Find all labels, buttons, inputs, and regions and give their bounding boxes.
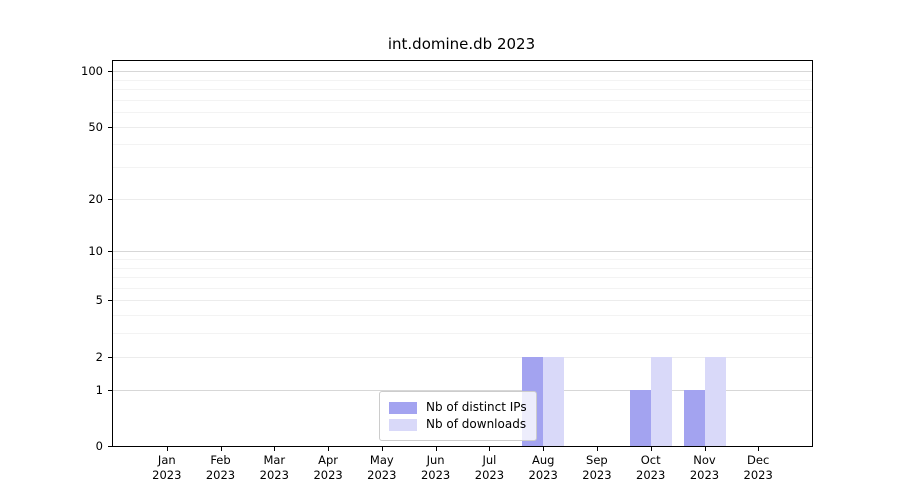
x-axis-tick-label: Oct 2023 (636, 453, 666, 482)
y-axis-tick-label: 100 (81, 64, 103, 78)
y-axis-tick (108, 356, 112, 358)
chart-title: int.domine.db 2023 (387, 35, 536, 53)
y-axis-tick (108, 446, 112, 447)
bar-distinct-ips (629, 389, 651, 446)
gridline-major (113, 251, 812, 253)
axis-ticks-layer: 0 1 2 5 10 20 50 100 Jan 2023 Feb 2023 Mar 2023 Apr 202… (81, 61, 812, 482)
gridline-minor (113, 333, 812, 335)
y-axis-tick-label: 50 (88, 119, 103, 134)
y-axis-tick (108, 300, 112, 302)
x-axis-tick-label: Jun 2023 (420, 453, 451, 482)
x-axis-tick-label: Feb 2023 (205, 453, 236, 482)
y-axis-tick-label: 5 (95, 293, 103, 308)
x-axis-tick (274, 447, 276, 451)
legend-swatch-downloads-icon (389, 418, 417, 431)
bar-downloads (543, 356, 565, 446)
x-axis-tick (650, 447, 652, 451)
gridline-minor (113, 277, 812, 278)
x-axis-tick (758, 447, 760, 451)
bars-layer (113, 61, 812, 446)
x-axis-tick-label: Jan 2023 (152, 453, 182, 482)
gridline-minor (113, 144, 812, 146)
gridline-minor (113, 267, 812, 269)
gridline-minor (113, 112, 812, 113)
bar-distinct-ips (683, 389, 705, 446)
gridline-minor (113, 167, 812, 168)
gridline-major (113, 198, 812, 200)
x-axis-tick-label: Apr 2023 (313, 453, 343, 482)
y-axis-tick (108, 71, 112, 72)
grid-layer (113, 61, 812, 446)
gridline-minor (113, 315, 812, 317)
x-axis-tick (166, 447, 168, 451)
y-axis-tick-label: 10 (88, 244, 103, 259)
gridline-minor (113, 88, 812, 90)
legend-item-distinct-ips: Nb of distinct IPs (389, 400, 527, 415)
x-axis-tick (489, 447, 491, 451)
gridline-minor (113, 79, 812, 81)
legend-label-distinct-ips: Nb of distinct IPs (426, 400, 527, 414)
gridline-major (113, 71, 812, 72)
x-axis-tick (381, 447, 383, 451)
gridline-minor (113, 99, 812, 101)
bar-downloads (704, 356, 726, 446)
gridline-major (113, 389, 812, 391)
gridline-major (113, 300, 812, 302)
legend-item-downloads: Nb of downloads (389, 417, 527, 432)
plot-area: 0 1 2 5 10 20 50 100 Jan 2023 Feb 2023 Mar 2023 Apr 202… (81, 60, 813, 482)
y-axis-tick (108, 389, 112, 391)
y-axis-tick-label: 1 (95, 382, 103, 397)
x-axis-tick (328, 447, 330, 451)
x-axis-tick-label: May 2023 (367, 453, 397, 482)
x-axis-tick-label: Jul 2023 (474, 453, 505, 482)
x-axis-tick (543, 447, 545, 451)
x-axis-tick-label: Nov 2023 (689, 453, 720, 482)
y-axis-tick (108, 251, 112, 253)
x-axis-tick (435, 447, 437, 451)
gridline-major (113, 126, 812, 128)
gridline-minor (113, 287, 812, 289)
x-axis-tick (704, 447, 706, 451)
legend-swatch-distinct-ips-icon (389, 401, 417, 414)
x-axis-tick-label: Mar 2023 (259, 453, 289, 482)
legend-label-downloads: Nb of downloads (426, 417, 527, 431)
x-axis-tick-label: Aug 2023 (528, 453, 558, 482)
gridline-minor (113, 258, 812, 260)
x-axis-tick-label: Dec 2023 (743, 453, 773, 482)
y-axis-tick-label: 0 (95, 439, 103, 453)
x-axis-tick (220, 447, 222, 451)
y-axis-tick (108, 198, 112, 200)
y-axis-tick (108, 126, 112, 128)
gridline-major (113, 356, 812, 358)
legend: Nb of distinct IPs Nb of downloads (379, 391, 537, 441)
y-axis-tick-label: 20 (88, 191, 103, 206)
bar-downloads (650, 356, 672, 446)
y-axis-tick-label: 2 (95, 349, 103, 364)
x-axis-tick-label: Sep 2023 (582, 453, 612, 482)
x-axis-tick (596, 447, 598, 451)
